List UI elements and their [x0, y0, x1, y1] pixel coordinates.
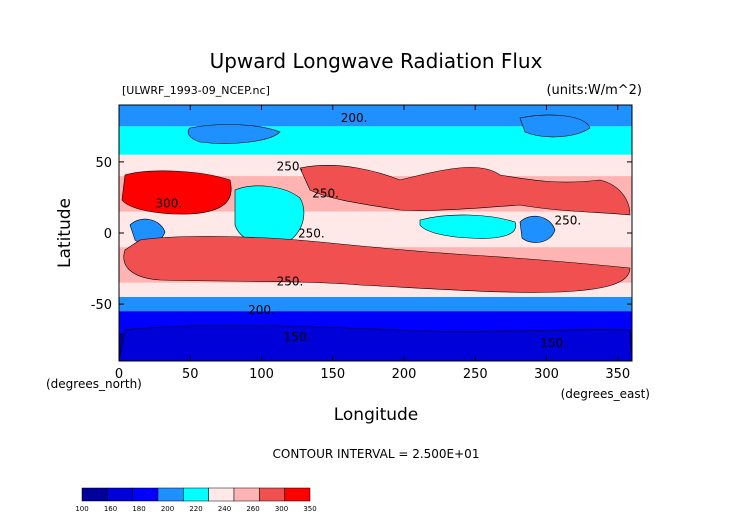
units-label: (units:W/m^2) [546, 83, 642, 98]
contour-label: 250. [298, 226, 325, 240]
colorbar-swatch [183, 487, 209, 502]
y-axis-label: Latitude [55, 198, 75, 268]
colorbar-label: 200 [161, 505, 174, 513]
x-unit-label: (degrees_east) [561, 387, 650, 401]
colorbar-swatch [132, 487, 159, 502]
warm-region [299, 165, 631, 216]
contour-label: 300. [156, 196, 183, 210]
colorbar-swatch [284, 487, 311, 502]
colorbar-label: 240 [218, 505, 231, 513]
colorbar-swatch [208, 487, 235, 502]
lat-band [119, 105, 632, 127]
dataset-label: [ULWRF_1993-09_NCEP.nc] [122, 84, 270, 97]
contour-label: 250. [277, 159, 304, 173]
y-tick-label: 0 [104, 227, 112, 242]
y-unit-label: (degrees_north) [46, 377, 142, 391]
y-tick-label: 50 [95, 156, 112, 171]
colorbar-label: 100 [75, 505, 88, 513]
colorbar-label: 260 [246, 505, 259, 513]
contour-label: 250. [277, 275, 304, 289]
y-tick-label: -50 [91, 298, 112, 313]
chart-title: Upward Longwave Radiation Flux [210, 49, 543, 73]
x-tick-label: 150 [320, 367, 345, 382]
colorbar-swatch [107, 487, 133, 502]
colorbar-label: 350 [303, 505, 316, 513]
polar-region [119, 325, 632, 361]
hot-region [121, 170, 232, 215]
lat-band [119, 297, 632, 312]
cool-region [419, 214, 517, 239]
colorbar-swatch [259, 487, 285, 502]
colorbar-label: 160 [104, 505, 117, 513]
contour-interval-text: CONTOUR INTERVAL = 2.500E+01 [273, 447, 480, 461]
plot-area [119, 105, 632, 361]
colorbar: 100 160 180 200 220 240 260 300 350 [75, 487, 317, 513]
x-axis-label: Longitude [334, 405, 419, 425]
contour-label: 250. [555, 213, 582, 227]
cold-region [187, 124, 281, 144]
x-tick-label: 350 [605, 367, 630, 382]
contour-label: 150. [284, 330, 311, 344]
colorbar-swatch [233, 487, 260, 502]
x-tick-label: 50 [182, 367, 199, 382]
x-tick-label: 200 [392, 367, 417, 382]
colorbar-swatch [157, 487, 184, 502]
contour-label: 200. [341, 111, 368, 125]
warm-region [123, 236, 631, 293]
cool-region [234, 185, 305, 246]
colorbar-label: 220 [189, 505, 202, 513]
x-tick-label: 0 [115, 367, 123, 382]
colorbar-swatch [81, 487, 108, 502]
cold-region [519, 114, 591, 138]
colorbar-label: 300 [275, 505, 288, 513]
contour-label: 150. [540, 336, 567, 350]
x-tick-label: 250 [463, 367, 488, 382]
x-tick-label: 100 [249, 367, 274, 382]
cold-region [519, 215, 556, 243]
contour-label: 200. [248, 303, 275, 317]
colorbar-label: 180 [132, 505, 145, 513]
x-tick-label: 300 [534, 367, 559, 382]
contour-label: 250. [312, 186, 339, 200]
lat-band [119, 154, 632, 177]
